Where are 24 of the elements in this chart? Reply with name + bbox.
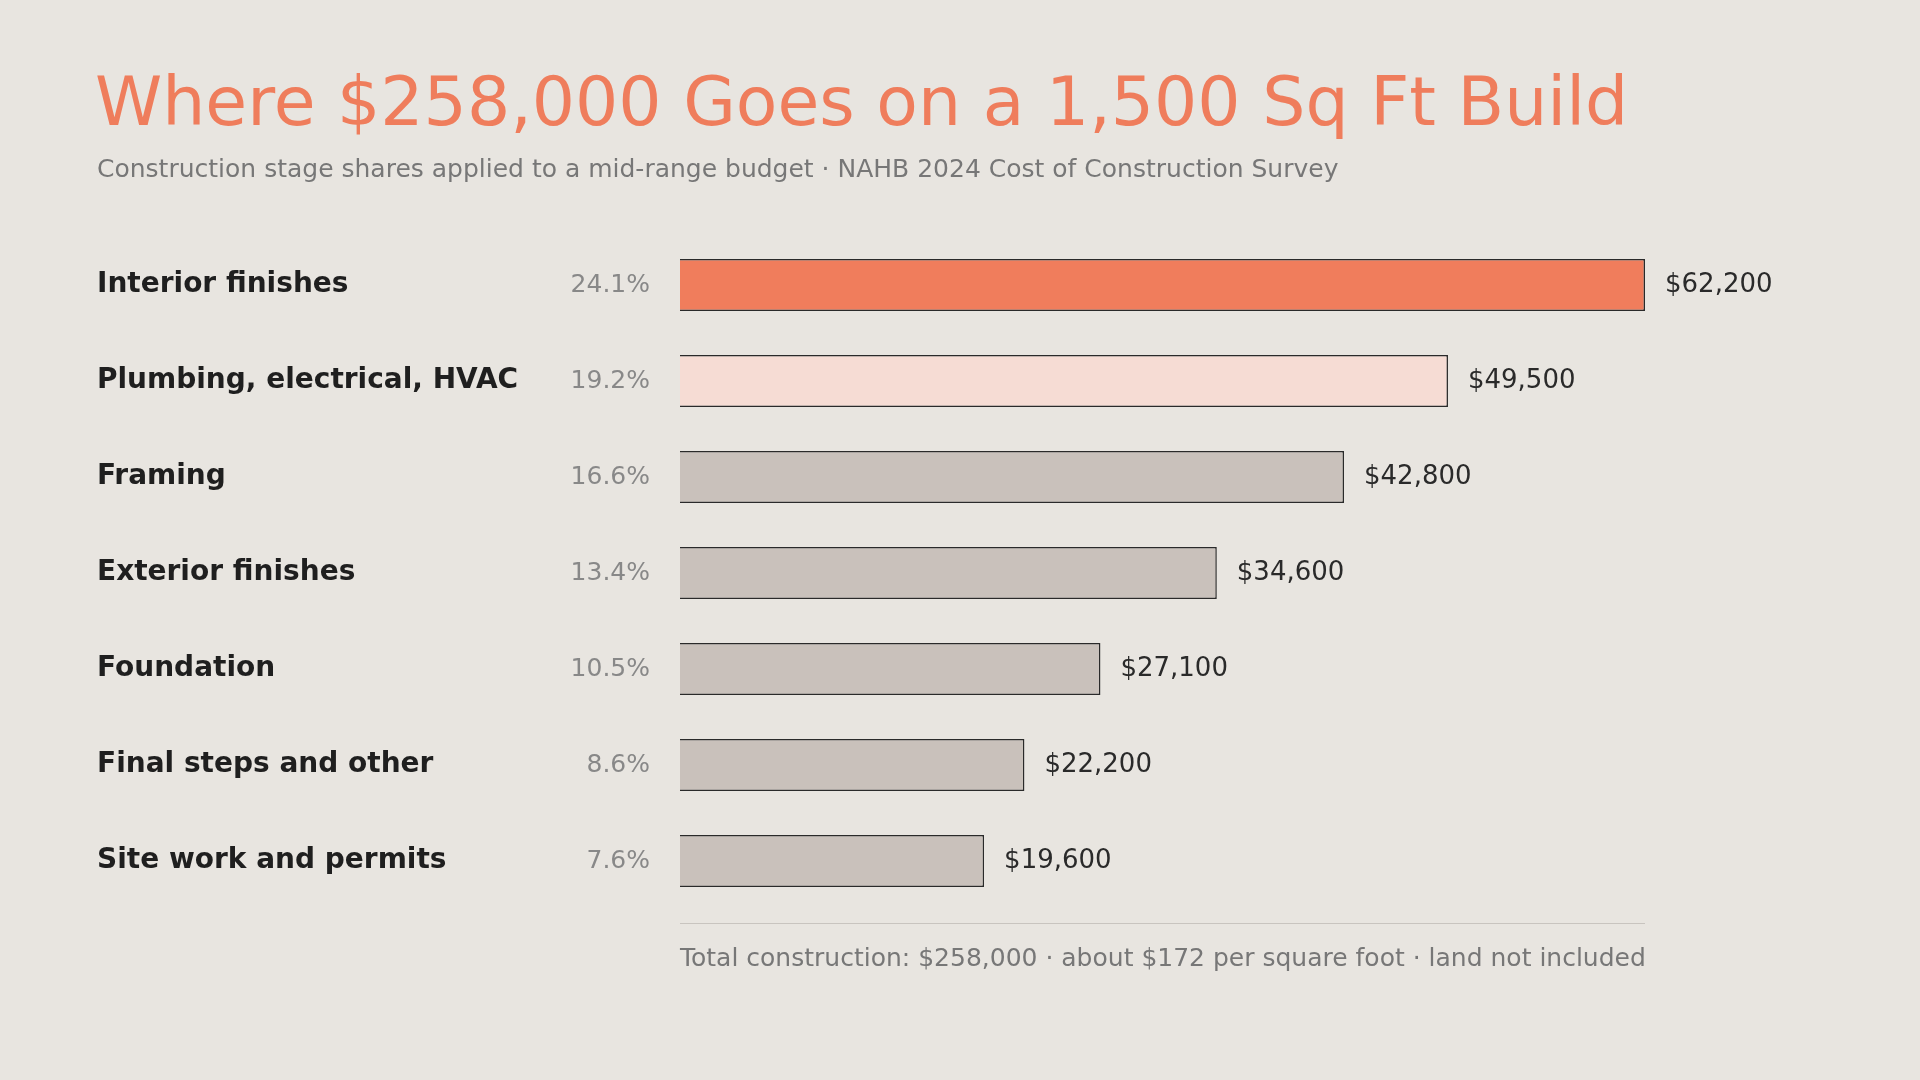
data-label: $42,800 (1364, 459, 1472, 490)
y-tick-label: Exterior finishes (97, 554, 356, 588)
data-label: $62,200 (1665, 267, 1773, 298)
text: Total construction: $258,000 · about $172 per square foot · land not included (679, 942, 1646, 972)
chart-subtitle: Construction stage shares applied to a mid-range budget · NAHB 2024 Cost of Construction Survey (97, 154, 1339, 183)
data-label: $19,600 (1004, 843, 1112, 874)
text: 19.2% (570, 364, 650, 394)
text: 13.4% (570, 556, 650, 586)
text: 8.6% (586, 748, 650, 778)
y-tick-label: Framing (97, 458, 226, 492)
data-label: $27,100 (1120, 651, 1228, 682)
y-tick-label: Site work and permits (97, 842, 447, 876)
text: 7.6% (586, 844, 650, 874)
y-tick-label: Foundation (97, 650, 276, 684)
text: 10.5% (570, 652, 650, 682)
data-label: $22,200 (1044, 747, 1152, 778)
data-label: $49,500 (1467, 363, 1576, 394)
y-tick-label: Interior finishes (97, 266, 349, 300)
chart-title: Where $258,000 Goes on a 1,500 Sq Ft Build (95, 62, 1629, 141)
text: 16.6% (570, 460, 650, 490)
text: 24.1% (570, 268, 650, 298)
data-label: $34,600 (1236, 555, 1345, 586)
y-tick-label: Final steps and other (97, 746, 434, 780)
y-tick-label: Plumbing, electrical, HVAC (97, 362, 519, 396)
